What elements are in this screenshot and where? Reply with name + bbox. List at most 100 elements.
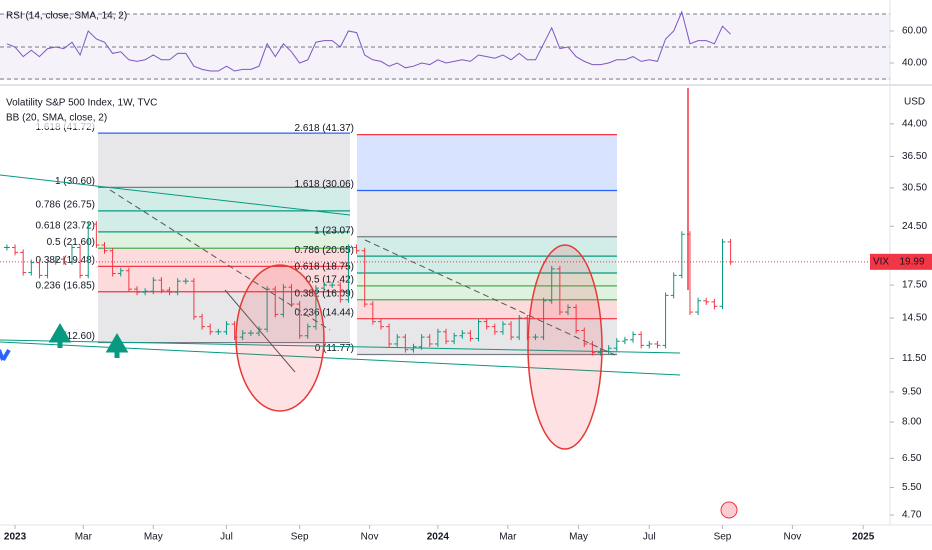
fib-band [98,248,350,267]
price-bar [93,221,100,249]
last-price: 19.99 [899,256,924,267]
y-tick-label: 11.50 [902,353,927,364]
price-bar [117,267,124,277]
y-tick-label: 4.70 [902,510,922,521]
indicator-label: BB (20, SMA, close, 2) [6,113,107,124]
rsi-tick-label: 60.00 [902,26,927,37]
price-bar [703,297,710,305]
price-bar [150,277,157,295]
price-bar [20,249,27,276]
price-bar [402,334,409,353]
rsi-title: RSI (14, close, SMA, 14, 2) [6,11,127,22]
price-bar [459,330,466,339]
price-bar [646,340,653,349]
fib-label: 0.382 (19.48) [36,255,96,266]
highlight-circle [527,244,603,450]
price-bar [190,278,197,320]
price-bar [540,297,547,341]
y-tick-label: 8.00 [902,417,922,428]
price-bar [386,323,393,347]
fib-band [357,134,617,191]
y-tick-label: 17.50 [902,280,927,291]
price-bar [101,242,108,254]
currency: USD [904,97,925,108]
price-bar [548,265,555,304]
price-bar [711,298,718,310]
rsi-line [6,10,731,72]
trendline [109,189,331,331]
x-tick-label: 2025 [852,532,875,543]
fib-label: 0.5 (21.60) [47,237,95,248]
fib-label: 2.618 (41.37) [295,123,355,134]
price-bar [182,278,189,285]
price-bar [508,321,515,341]
price-bar [12,244,19,256]
x-tick-label: 2023 [4,532,27,543]
legend-backdrop [0,92,170,128]
y-tick-label: 9.50 [902,387,922,398]
y-tick-label: 6.50 [902,453,922,464]
price-bar [142,288,149,296]
price-bar [272,286,279,318]
price-bar [451,332,458,345]
y-tick-label: 36.50 [902,151,927,162]
price-bar [564,304,571,316]
x-tick-label: Mar [75,532,93,543]
y-tick-label: 30.50 [902,183,927,194]
price-bar [125,267,132,293]
price-bar [499,321,506,335]
price-bar [239,330,246,341]
price-bar [288,284,295,308]
price-bar [719,238,726,310]
price-bar [337,282,344,303]
symbol-badge [870,253,892,270]
price-bar [662,292,669,349]
price-bar [174,278,181,296]
price-bar [695,297,702,316]
rsi-tick-label: 40.00 [902,58,927,69]
price-bar [304,323,311,339]
x-tick-label: Jul [220,532,233,543]
price-bar [418,334,425,350]
price-bar [377,318,384,330]
fib-label: 1 (30.60) [55,176,95,187]
price-bar [296,301,303,339]
price-bar [199,313,206,330]
price-bar [158,277,165,294]
y-tick-label: 44.00 [902,118,927,129]
price-bar [426,334,433,347]
fib-band [98,266,350,292]
x-tick-label: Jul [643,532,656,543]
x-tick-label: Nov [361,532,379,543]
arrow-down [0,348,11,362]
x-tick-label: May [144,532,163,543]
price-bar [621,336,628,345]
price-bar [361,247,368,308]
fib-label: 1.618 (30.06) [295,179,355,190]
price-bar [215,328,222,335]
fib-label: 0.618 (23.72) [36,221,96,232]
price-bar [77,244,84,279]
drawings [0,88,738,519]
fib-label: 1 (23.07) [314,225,354,236]
price-bar [630,331,637,343]
y-tick-label: 5.50 [902,482,922,493]
price-bar [589,340,596,356]
fib-label: 0 (11.77) [315,343,354,354]
price-bar [573,304,580,334]
chart-title: Volatility S&P 500 Index, 1W, TVC [6,98,157,109]
price-bar [264,286,271,333]
price-bar [516,314,523,341]
price-bar [109,247,116,277]
fib-band [357,190,617,237]
price-bar [638,331,645,349]
fib-band [357,299,617,319]
price-bar [443,328,450,345]
symbol-label: VIX [873,256,889,267]
price-bar [491,323,498,335]
price-bar [223,321,230,335]
x-tick-label: Mar [499,532,517,543]
fib-label: 0.382 (16.09) [295,288,355,299]
x-tick-label: Nov [784,532,802,543]
